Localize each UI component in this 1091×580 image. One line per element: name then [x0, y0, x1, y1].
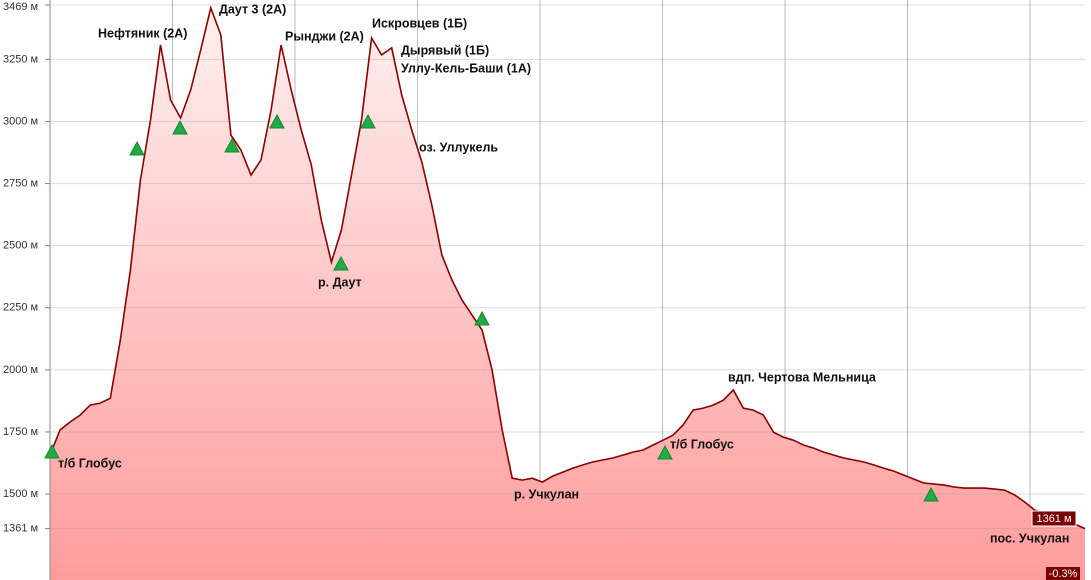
current-marker-label: 1361 м	[1036, 513, 1071, 525]
waypoint-icon	[474, 310, 490, 326]
annotation: т/б Глобус	[670, 437, 734, 451]
annotation: Искровцев (1Б)	[372, 16, 467, 30]
grade-bg	[1046, 567, 1080, 580]
annotation: т/б Глобус	[58, 456, 122, 470]
y-tick-label: 1750 м	[3, 426, 38, 438]
waypoint-icon	[657, 444, 673, 460]
y-tick-label: 3000 м	[3, 115, 38, 127]
waypoint-icon	[172, 119, 188, 135]
y-tick-label: 1361 м	[3, 522, 38, 534]
y-tick-label: 2500 м	[3, 240, 38, 252]
waypoint-icon	[923, 486, 939, 502]
annotation: Даут 3 (2А)	[219, 2, 286, 16]
y-axis-band	[0, 0, 50, 580]
waypoint-icon	[44, 443, 60, 459]
waypoint-icon	[224, 137, 240, 153]
annotation: Дырявый (1Б)	[401, 43, 489, 57]
annotation: Рынджи (2А)	[285, 29, 364, 43]
y-tick-label: 1500 м	[3, 488, 38, 500]
y-tick-label: 2000 м	[3, 364, 38, 376]
y-tick-label: 3469 м	[3, 1, 38, 13]
area-fill	[50, 7, 1085, 580]
annotation: р. Даут	[318, 275, 362, 289]
annotation: р. Учкулан	[514, 487, 579, 501]
grade-label: -0.3%	[1049, 568, 1078, 580]
waypoint-icon	[269, 113, 285, 129]
profile-line	[49, 5, 1086, 530]
annotation: вдп. Чертова Мельница	[728, 370, 877, 384]
waypoint-icon	[129, 140, 145, 156]
current-marker-bg	[1031, 510, 1077, 527]
waypoint-icon	[360, 113, 376, 129]
annotation: оз. Уллукель	[419, 140, 498, 154]
annotation: пос. Учкулан	[990, 531, 1069, 545]
y-tick-label: 2250 м	[3, 302, 38, 314]
y-tick-label: 2750 м	[3, 177, 38, 189]
annotation: Нефтяник (2А)	[98, 26, 187, 40]
annotation: Уллу-Кель-Баши (1А)	[401, 61, 531, 75]
y-tick-label: 3250 м	[3, 53, 38, 65]
waypoint-icon	[333, 255, 349, 271]
